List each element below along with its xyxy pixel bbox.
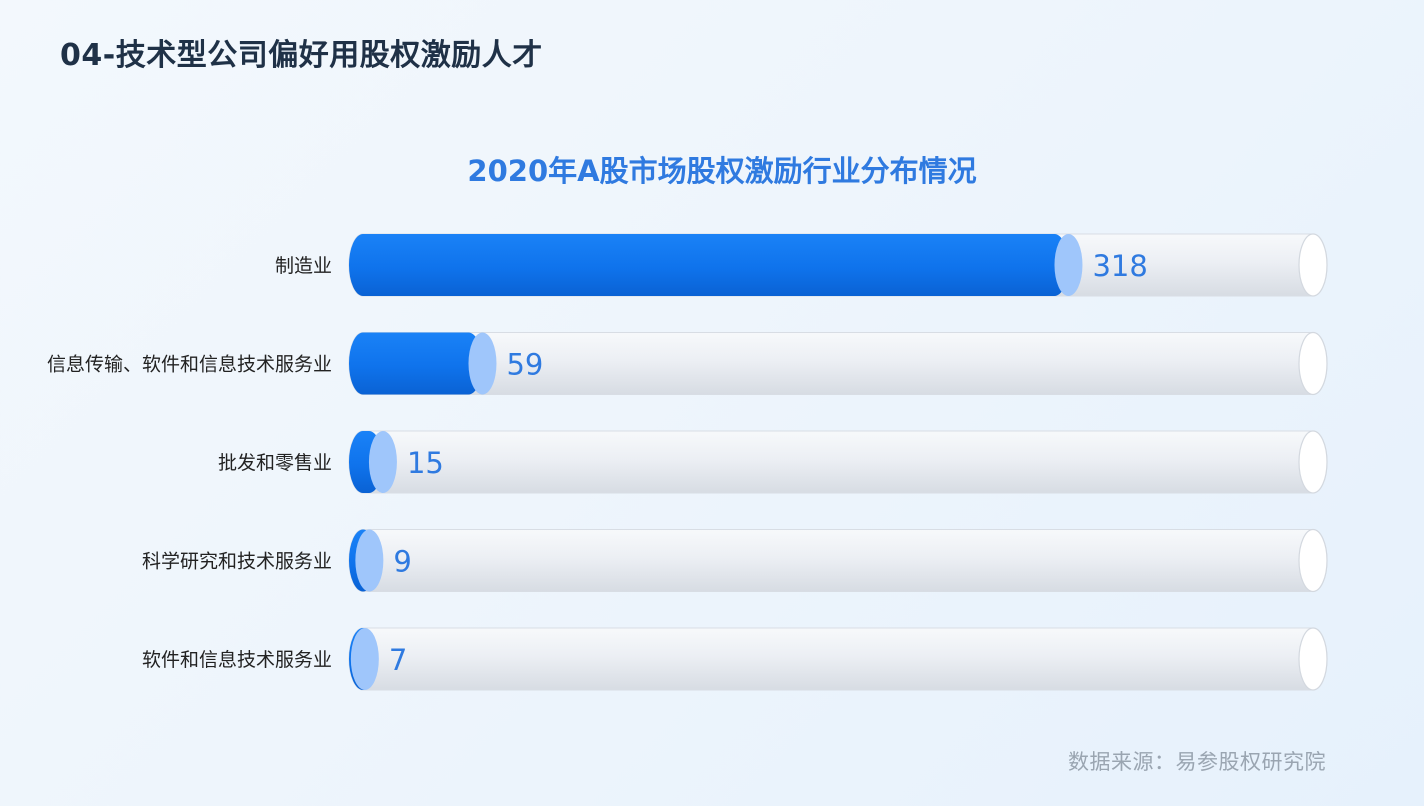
category-label: 批发和零售业 (218, 452, 332, 474)
bar-end-cap (468, 332, 497, 395)
bar-track (348, 627, 1328, 691)
category-label: 科学研究和技术服务业 (142, 551, 332, 573)
bar-row: 制造业 318 (275, 233, 1328, 297)
bar (349, 234, 1069, 296)
bar-track (348, 529, 1328, 592)
bar-track-end-cap (1298, 627, 1328, 691)
value-label: 9 (393, 545, 411, 579)
value-label: 7 (389, 643, 407, 677)
data-source-note: 数据来源：易参股权研究院 (1068, 750, 1326, 774)
category-label: 制造业 (275, 255, 332, 277)
chart-title: 2020年A股市场股权激励行业分布情况 (467, 154, 977, 188)
value-label: 59 (506, 348, 543, 382)
bar-track (348, 430, 1328, 494)
bar-row: 信息传输、软件和信息技术服务业 59 (47, 331, 1328, 396)
bar-row: 批发和零售业 15 (218, 430, 1328, 494)
value-label: 318 (1092, 249, 1147, 283)
page-title: 04-技术型公司偏好用股权激励人才 (60, 38, 543, 73)
bar-track-end-cap (1298, 331, 1328, 396)
bar-row: 软件和信息技术服务业 7 (142, 627, 1328, 691)
bar-end-cap (355, 529, 384, 592)
bar-row: 科学研究和技术服务业 9 (142, 528, 1328, 593)
category-label: 软件和信息技术服务业 (142, 649, 332, 671)
category-label: 信息传输、软件和信息技术服务业 (47, 354, 332, 376)
bar-end-cap (368, 431, 397, 493)
bar-track-end-cap (1298, 233, 1328, 297)
bar-track-end-cap (1298, 528, 1328, 593)
bar (349, 332, 483, 395)
value-label: 15 (407, 446, 444, 480)
bar-end-cap (1054, 234, 1083, 296)
bar-track-end-cap (1298, 430, 1328, 494)
bar-end-cap (350, 628, 379, 690)
